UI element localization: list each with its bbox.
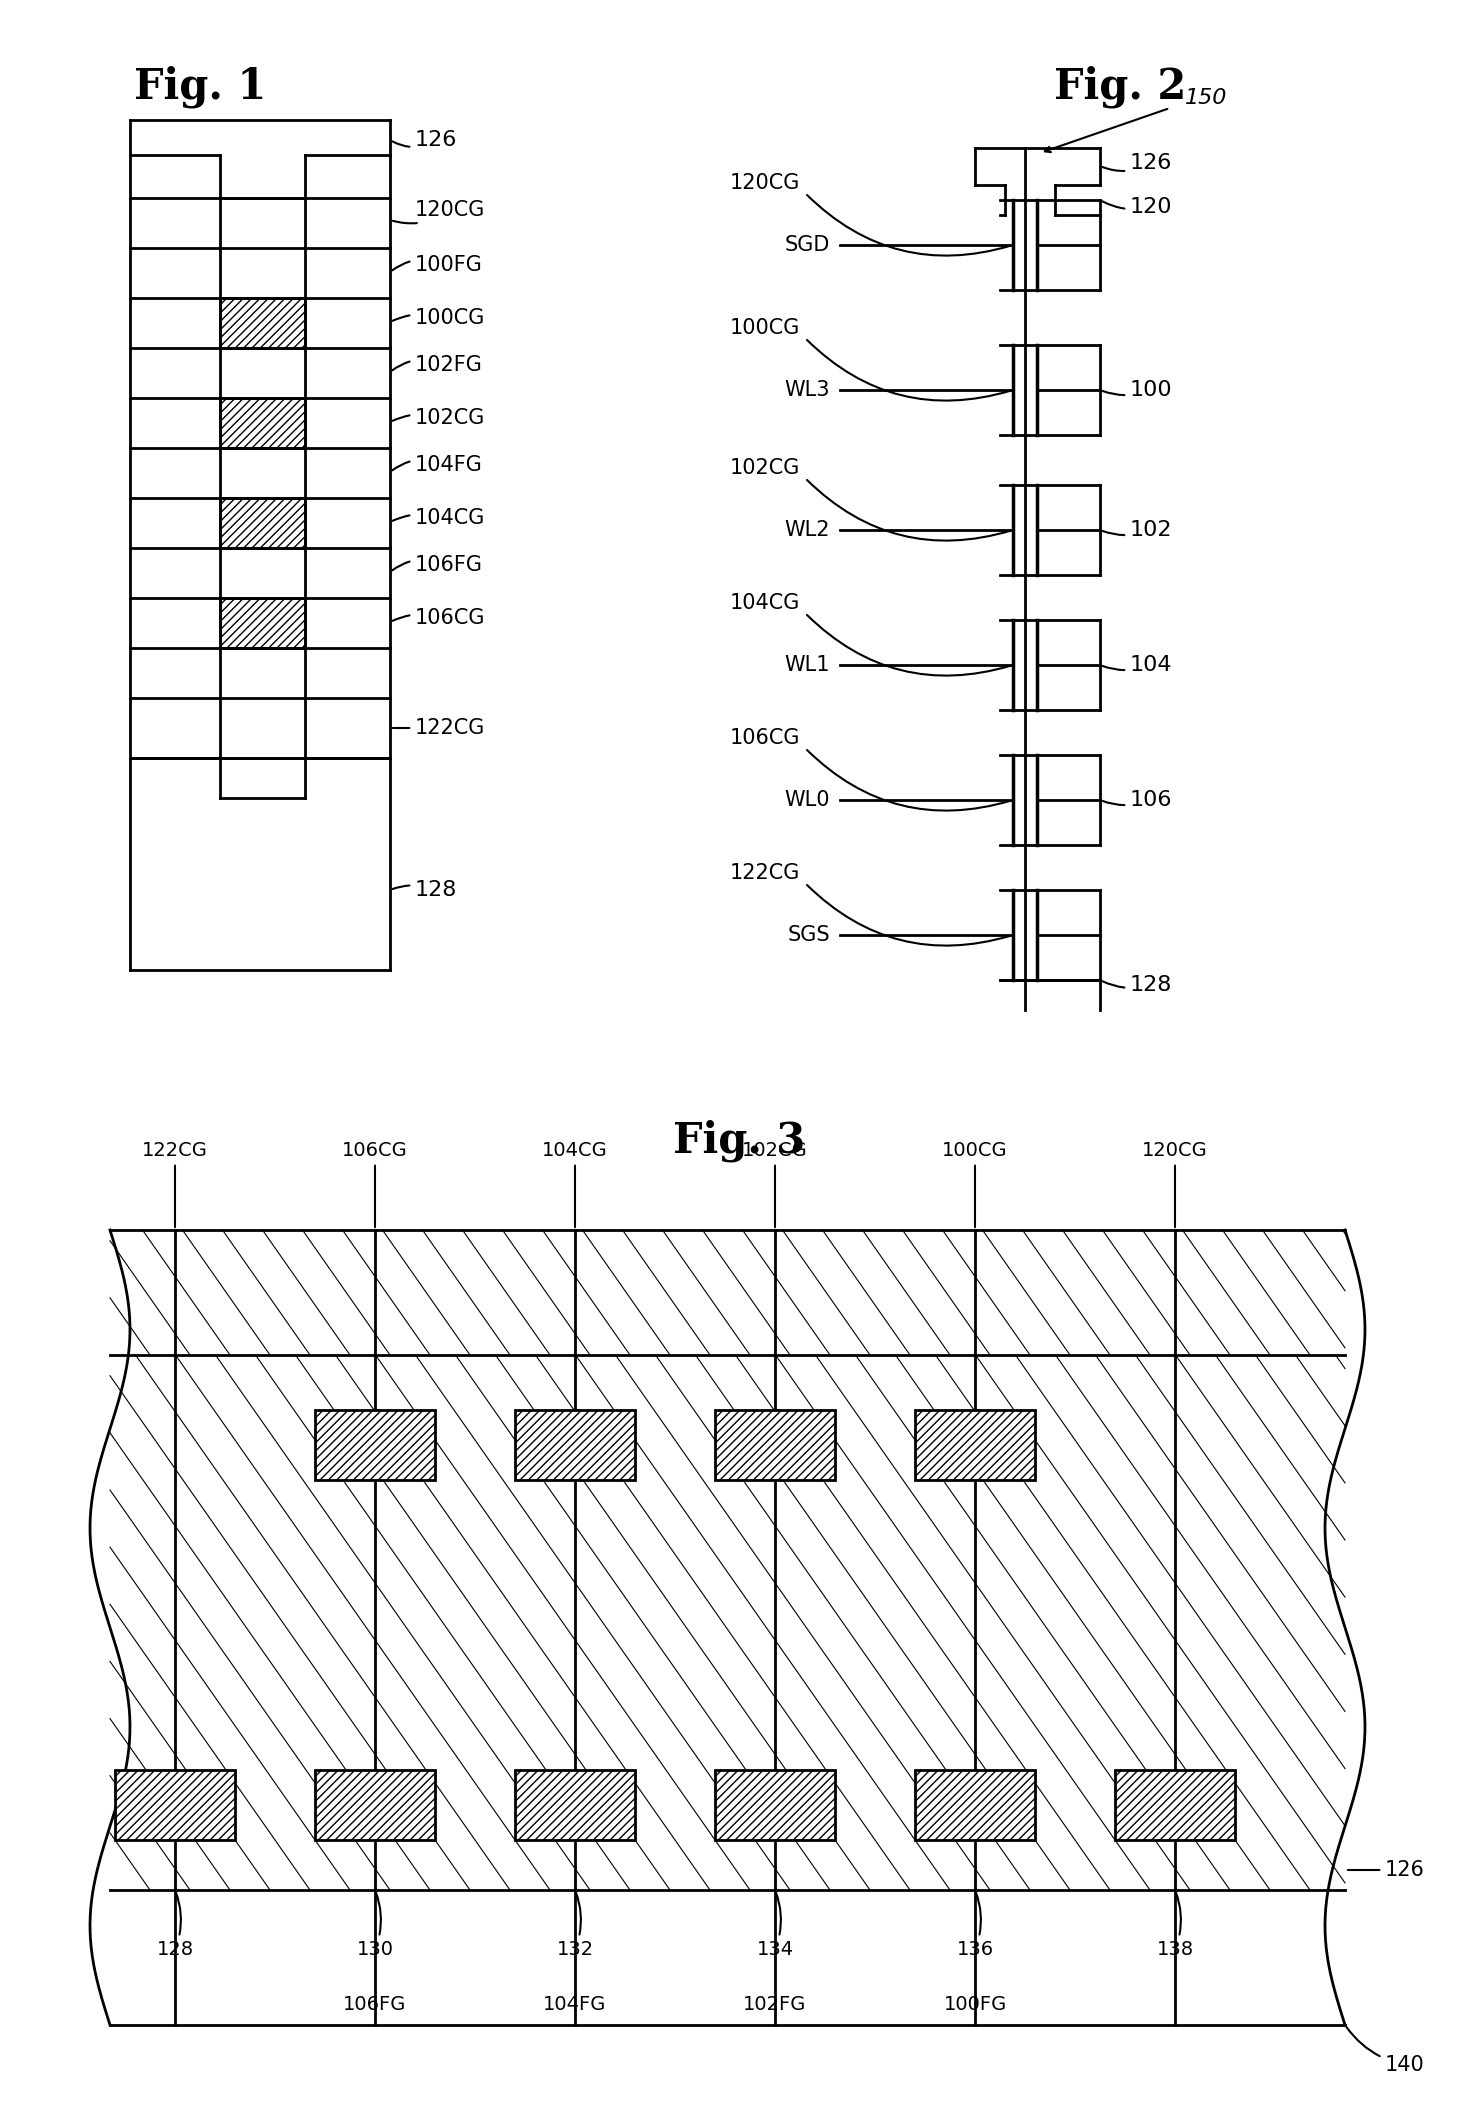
Bar (715, 1769, 835, 1841)
Bar (315, 1769, 435, 1841)
Bar (115, 1769, 235, 1841)
Text: 126: 126 (1348, 1860, 1425, 1881)
Text: 106FG: 106FG (392, 555, 483, 574)
Text: 128: 128 (1103, 975, 1172, 994)
Text: 128: 128 (157, 1894, 194, 1959)
Text: Fig. 3: Fig. 3 (672, 1121, 806, 1163)
Bar (514, 1769, 636, 1841)
Text: WL3: WL3 (785, 380, 831, 399)
Text: 130: 130 (356, 1894, 393, 1959)
Text: 102CG: 102CG (730, 458, 800, 477)
Bar (915, 1769, 1035, 1841)
Bar (220, 498, 304, 549)
Text: 120: 120 (1103, 196, 1172, 217)
Bar (220, 298, 304, 348)
Bar (1114, 1769, 1236, 1841)
Bar (220, 298, 304, 348)
Bar (315, 1410, 435, 1480)
Text: 102CG: 102CG (742, 1142, 808, 1226)
Bar (514, 1769, 636, 1841)
Text: 100CG: 100CG (393, 308, 485, 327)
Text: 134: 134 (757, 1894, 794, 1959)
Text: 122CG: 122CG (393, 718, 485, 739)
Bar (220, 597, 304, 648)
Bar (220, 498, 304, 549)
Text: 138: 138 (1156, 1894, 1194, 1959)
Text: Fig. 1: Fig. 1 (134, 65, 266, 108)
Text: 104FG: 104FG (392, 456, 483, 475)
Text: 102CG: 102CG (393, 407, 485, 429)
Text: WL1: WL1 (785, 654, 831, 676)
Bar (514, 1410, 636, 1480)
Text: 104CG: 104CG (730, 593, 800, 612)
Text: 100FG: 100FG (392, 255, 483, 274)
Bar (514, 1410, 636, 1480)
Text: SGS: SGS (788, 925, 831, 946)
Text: 100CG: 100CG (941, 1142, 1008, 1226)
Bar (220, 399, 304, 448)
Text: 106CG: 106CG (730, 728, 800, 747)
Bar (715, 1410, 835, 1480)
Text: WL2: WL2 (785, 519, 831, 540)
Text: 136: 136 (956, 1894, 993, 1959)
Bar (315, 1410, 435, 1480)
Text: 104CG: 104CG (393, 509, 485, 528)
Text: 104CG: 104CG (542, 1142, 607, 1226)
Bar (915, 1410, 1035, 1480)
Text: 120CG: 120CG (1142, 1142, 1208, 1226)
Text: Fig. 2: Fig. 2 (1054, 65, 1187, 108)
Bar (915, 1410, 1035, 1480)
Text: 140: 140 (1346, 2027, 1425, 2075)
Bar (220, 399, 304, 448)
Text: 100CG: 100CG (730, 319, 800, 338)
Bar (715, 1769, 835, 1841)
Bar (109, 1231, 1345, 2024)
Bar (715, 1410, 835, 1480)
Bar (220, 597, 304, 648)
Text: 102FG: 102FG (743, 1995, 807, 2014)
Text: 126: 126 (1103, 152, 1172, 173)
Text: 100: 100 (1103, 380, 1172, 399)
Text: SGD: SGD (785, 234, 831, 255)
Bar (915, 1769, 1035, 1841)
Text: WL0: WL0 (785, 790, 831, 811)
Text: 150: 150 (1185, 89, 1227, 108)
Text: 104: 104 (1103, 654, 1172, 676)
Text: 132: 132 (556, 1894, 594, 1959)
Text: 102: 102 (1103, 519, 1172, 540)
Text: 126: 126 (393, 131, 457, 150)
Bar (115, 1769, 235, 1841)
Text: 106CG: 106CG (393, 608, 485, 627)
Text: 128: 128 (393, 880, 457, 899)
Text: 104FG: 104FG (544, 1995, 606, 2014)
Text: 106: 106 (1103, 790, 1172, 811)
Bar (1114, 1769, 1236, 1841)
Text: 102FG: 102FG (392, 355, 483, 376)
Text: 120CG: 120CG (393, 201, 485, 224)
Text: 122CG: 122CG (142, 1142, 208, 1226)
Text: 106CG: 106CG (341, 1142, 408, 1226)
Text: 122CG: 122CG (730, 863, 800, 882)
Bar (315, 1769, 435, 1841)
Text: 100FG: 100FG (943, 1995, 1007, 2014)
Text: 120CG: 120CG (730, 173, 800, 192)
Text: 106FG: 106FG (343, 1995, 406, 2014)
